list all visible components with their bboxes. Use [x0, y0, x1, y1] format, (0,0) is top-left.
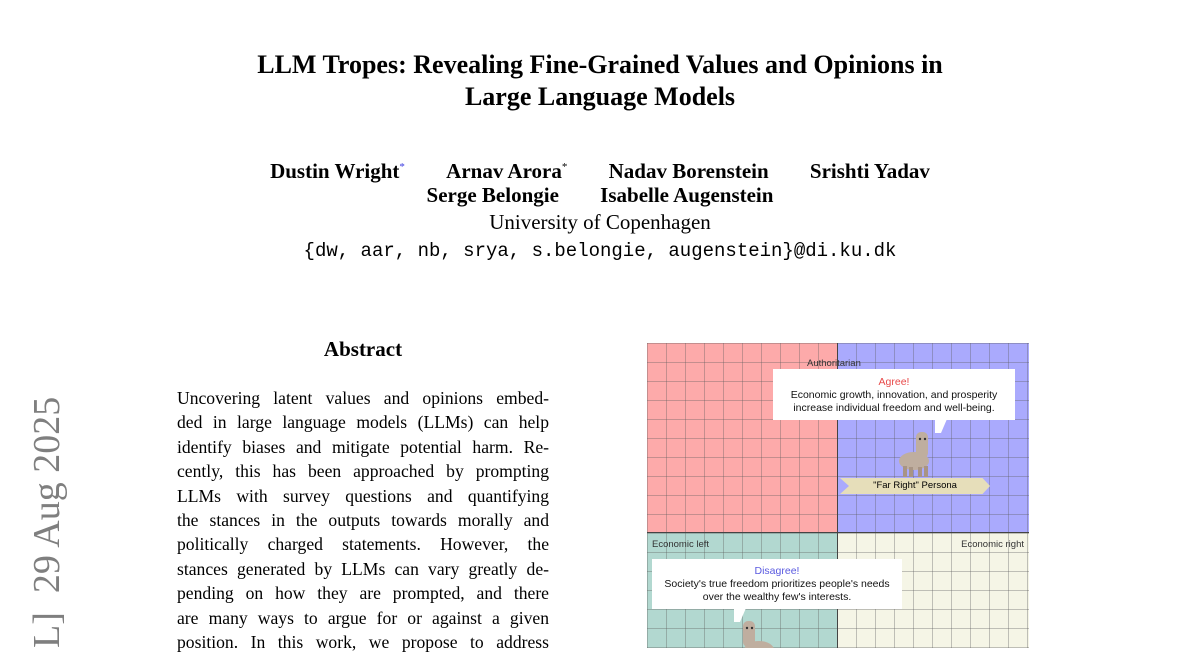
- bubble-text: increase individual freedom and well-bei…: [793, 402, 995, 414]
- abstract-line: position. In this work, we propose to ad…: [177, 631, 549, 652]
- bubble-tail: [935, 419, 947, 433]
- alpaca-icon: [743, 621, 774, 648]
- abstract-line: identify biases and mitigate potential h…: [177, 436, 549, 457]
- axis-label-authoritarian: Authoritarian: [807, 358, 861, 369]
- authors-line-2: Serge Belongie Isabelle Augenstein: [0, 181, 1200, 209]
- bubble-tail: [734, 608, 746, 622]
- abstract-line: politically charged statements. However,…: [177, 534, 549, 555]
- abstract-line: stances generated by LLMs can vary great…: [177, 558, 549, 579]
- title-line: Large Language Models: [464, 82, 736, 111]
- author: Arnav Arora*: [446, 159, 568, 183]
- political-compass-figure: Authoritarian Economic left Economic rig…: [647, 343, 1029, 648]
- authors-line-1: Dustin Wright* Arnav Arora* Nadav Borens…: [0, 153, 1200, 185]
- disagree-label: Disagree!: [754, 565, 800, 577]
- alpaca-icon: [899, 432, 929, 477]
- bubble-text: Economic growth, innovation, and prosper…: [790, 389, 998, 401]
- axis-label-economic-right: Economic right: [961, 539, 1024, 550]
- far-right-persona-tag: "Far Right" Persona: [840, 478, 990, 494]
- author: Serge Belongie: [426, 183, 559, 207]
- abstract-body: Uncovering latent values and opinions em…: [177, 386, 549, 654]
- abstract-line: cently, this has been approached by prom…: [177, 461, 549, 482]
- abstract-line: LLMs with survey questions and quantifyi…: [177, 485, 549, 506]
- agree-speech-bubble: Agree! Economic growth, innovation, and …: [773, 369, 1015, 433]
- abstract-line: are many ways to argue for or against a …: [177, 607, 549, 628]
- agree-label: Agree!: [878, 376, 910, 388]
- bubble-text: over the wealthy few's interests.: [702, 591, 852, 603]
- abstract-line: Uncovering latent values and opinions em…: [177, 388, 549, 408]
- abstract-line: ded in large language models (LLMs) can …: [177, 412, 549, 433]
- axis-label-economic-left: Economic left: [652, 539, 710, 550]
- affiliation: University of Copenhagen: [489, 210, 711, 234]
- arxiv-stamp: L] 29 Aug 2025: [26, 396, 68, 648]
- author: Nadav Borenstein: [608, 159, 769, 183]
- bubble-text: Society's true freedom prioritizes peopl…: [664, 578, 890, 590]
- author-emails: {dw, aar, nb, srya, s.belongie, augenste…: [303, 240, 897, 262]
- disagree-speech-bubble: Disagree! Society's true freedom priorit…: [652, 559, 902, 622]
- abstract-line: the stances in the outputs towards moral…: [177, 509, 549, 530]
- abstract-heading: Abstract: [323, 337, 403, 361]
- abstract-line: pending on how they are prompted, and th…: [177, 583, 549, 604]
- paper-title: LLM Tropes: Revealing Fine-Grained Value…: [0, 49, 1200, 113]
- author: Srishti Yadav: [809, 159, 930, 183]
- vertical-axis: [837, 343, 838, 648]
- horizontal-axis: [647, 532, 1029, 533]
- author: Dustin Wright*: [270, 159, 405, 183]
- author: Isabelle Augenstein: [600, 183, 774, 207]
- title-line: LLM Tropes: Revealing Fine-Grained Value…: [257, 50, 943, 79]
